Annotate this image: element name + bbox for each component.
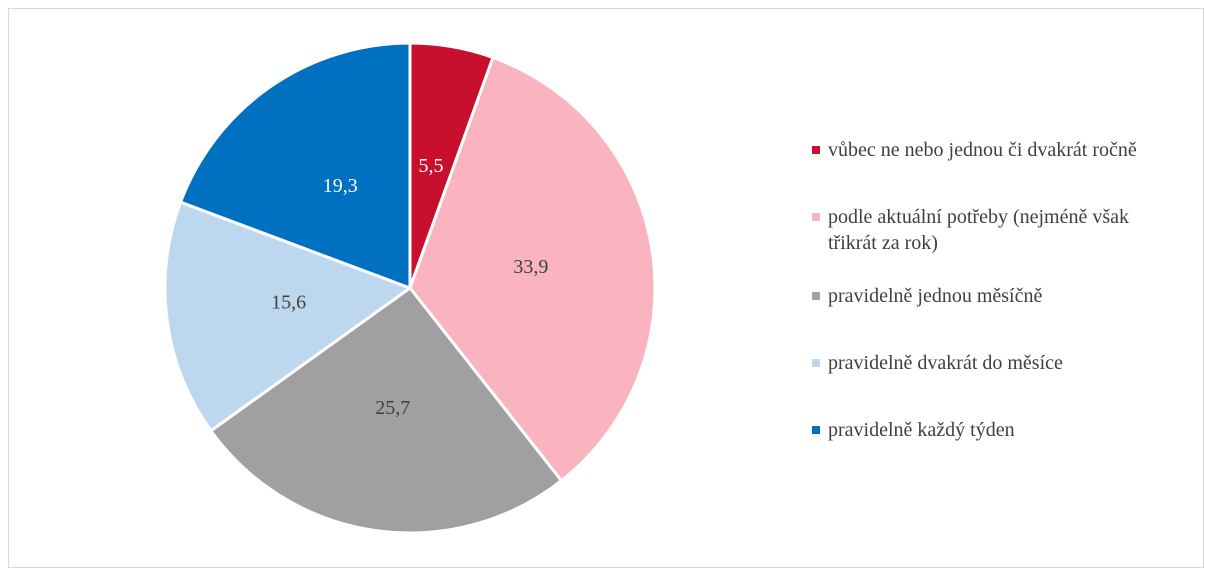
legend-label: pravidelně dvakrát do měsíce (828, 352, 1063, 374)
legend-swatch (812, 359, 820, 367)
pie-slice (208, 285, 564, 535)
legend-swatch (812, 146, 820, 154)
legend-label: pravidelně jednou měsíčně (828, 285, 1043, 307)
chart: 5,5 33,9 25,7 15,6 19,3 (163, 41, 657, 535)
data-label: 25,7 (375, 397, 410, 419)
legend-item: pravidelně každý týden (812, 417, 1188, 443)
legend-swatch (812, 213, 820, 221)
legend-item: pravidelně dvakrát do měsíce (812, 350, 1188, 376)
legend-item: podle aktuální potřeby (nejméně však tři… (812, 204, 1158, 256)
legend-item: pravidelně jednou měsíčně (812, 283, 1188, 309)
legend-swatch (812, 292, 820, 300)
pie-slice (178, 41, 412, 291)
legend-label: vůbec ne nebo jednou či dvakrát ročně (828, 139, 1137, 161)
data-label: 5,5 (419, 155, 444, 177)
legend-swatch (812, 426, 820, 434)
data-label: 19,3 (323, 175, 358, 197)
legend-label: pravidelně každý týden (828, 419, 1015, 441)
legend-item: vůbec ne nebo jednou či dvakrát ročně (812, 137, 1158, 163)
legend-label: podle aktuální potřeby (nejméně však tři… (828, 206, 1130, 254)
data-label: 33,9 (513, 256, 548, 278)
pie-slice (408, 55, 657, 483)
page: {"chart_data": {"type": "pie", "categori… (8, 8, 1204, 568)
pie-slice (163, 200, 414, 433)
data-label: 15,6 (271, 292, 306, 314)
